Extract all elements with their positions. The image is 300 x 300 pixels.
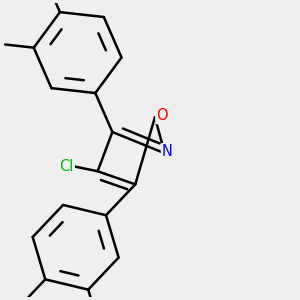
Text: Cl: Cl — [59, 159, 74, 174]
Text: N: N — [162, 144, 173, 159]
Text: O: O — [156, 108, 168, 123]
